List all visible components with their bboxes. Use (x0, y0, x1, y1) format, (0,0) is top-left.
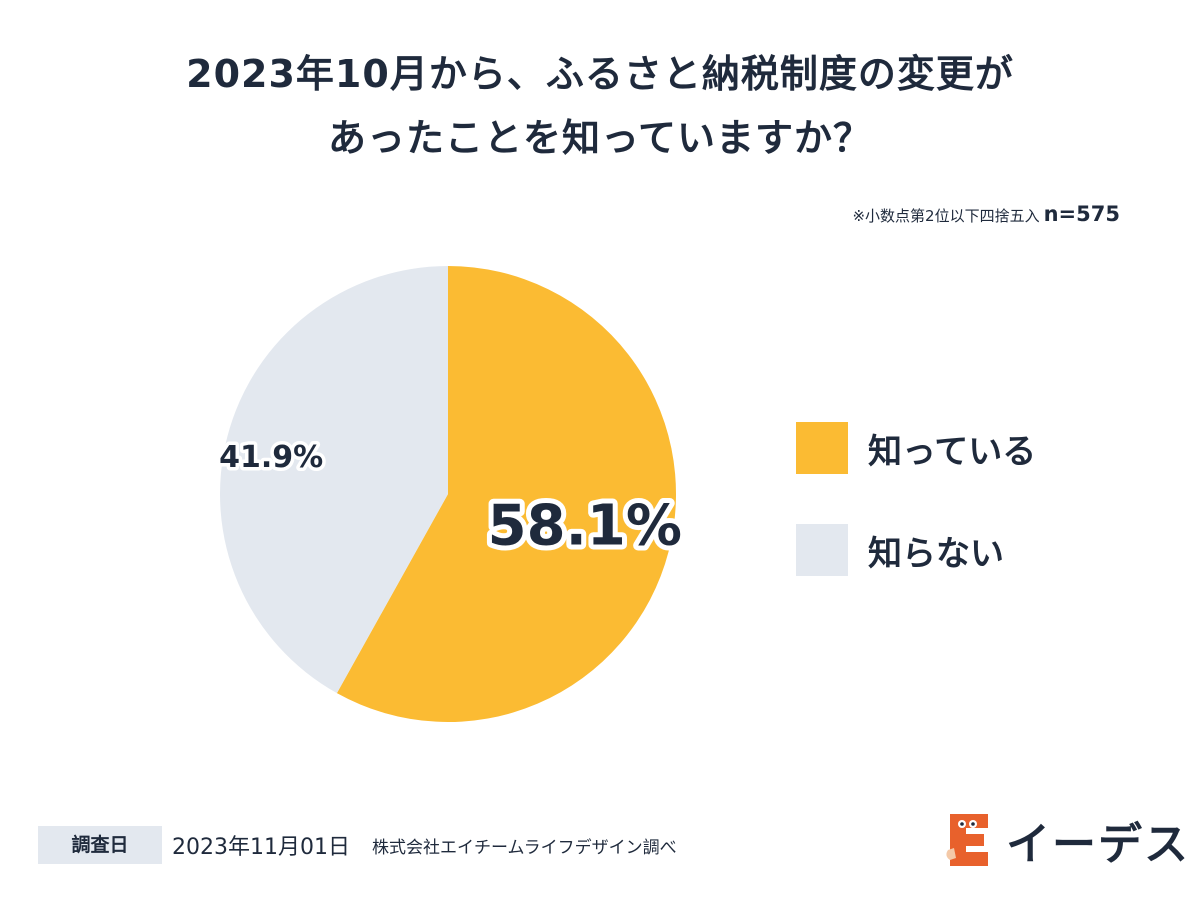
pie-label-unknown: 41.9% (219, 440, 323, 475)
title-line-2: あったことを知っていますか？ (327, 116, 873, 160)
rounding-note: ※小数点第2位以下四捨五入 (852, 207, 1040, 225)
legend: 知っている 知らない (796, 422, 1036, 626)
pie-slice-known (336, 266, 676, 722)
survey-credit: 株式会社エイチームライフデザイン調べ (371, 837, 677, 858)
sample-note: ※小数点第2位以下四捨五入 n=575 (852, 202, 1120, 226)
legend-swatch-known (796, 422, 848, 474)
brand-name: イーデス (1006, 819, 1190, 870)
survey-date-label: 調査日 (38, 826, 162, 864)
mascot-logo-icon (946, 814, 988, 866)
legend-swatch-unknown (796, 524, 848, 576)
legend-label-unknown: 知らない (868, 533, 1004, 574)
brand: イーデス (944, 808, 1190, 872)
legend-label-known: 知っている (868, 431, 1037, 472)
survey-date-value: 2023年11月01日 (172, 835, 350, 860)
legend-item-unknown: 知らない (796, 524, 1036, 576)
legend-item-known: 知っている (796, 422, 1036, 474)
footer: 調査日 2023年11月01日 株式会社エイチームライフデザイン調べ (38, 826, 677, 864)
pie-label-known: 58.1% (488, 494, 682, 559)
sample-size: n=575 (1043, 202, 1120, 226)
pie-slice-unknown (219, 266, 448, 694)
title-line-1: 2023年10月から、ふるさと納税制度の変更が (186, 52, 1014, 96)
chart-title: 2023年10月から、ふるさと納税制度の変更が あったことを知っていますか？ (0, 42, 1200, 170)
